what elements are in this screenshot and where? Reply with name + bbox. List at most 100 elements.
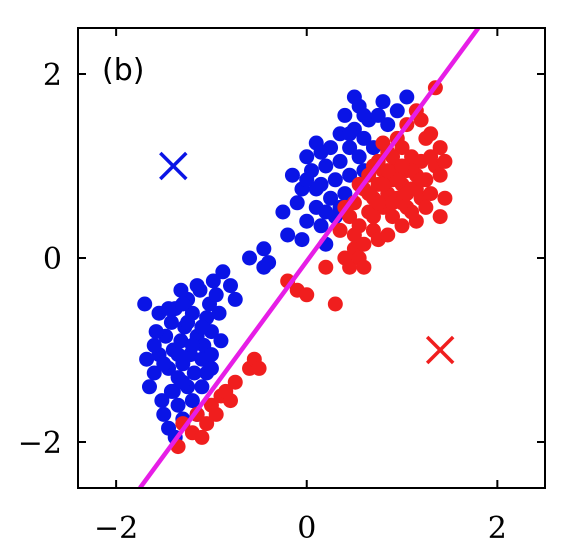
data-point — [156, 406, 172, 422]
data-point — [275, 204, 291, 220]
plot-marks — [137, 28, 481, 488]
data-point — [141, 379, 157, 395]
data-point — [280, 227, 296, 243]
data-point — [186, 365, 202, 381]
y-tick-label: 2 — [43, 58, 62, 93]
data-point — [299, 213, 315, 229]
data-point — [318, 259, 334, 275]
data-point — [170, 347, 186, 363]
data-point — [356, 259, 372, 275]
data-point — [194, 429, 210, 445]
data-point — [423, 126, 439, 142]
data-point — [284, 167, 300, 183]
data-point — [194, 319, 210, 335]
data-point — [154, 393, 170, 409]
data-point — [242, 250, 258, 266]
data-point — [332, 153, 348, 169]
data-point — [163, 314, 179, 330]
data-point — [294, 232, 310, 248]
data-point — [389, 103, 405, 119]
data-point — [313, 218, 329, 234]
data-point — [175, 374, 191, 390]
data-point — [208, 406, 224, 422]
data-point — [227, 291, 243, 307]
y-tick-label: −2 — [18, 426, 62, 461]
data-point — [161, 301, 177, 317]
data-point — [299, 149, 315, 165]
data-point — [385, 209, 401, 225]
data-point — [337, 186, 353, 202]
x-tick-label: 2 — [488, 511, 507, 546]
data-point — [404, 204, 420, 220]
data-point — [394, 158, 410, 174]
data-point — [437, 190, 453, 206]
data-point — [342, 140, 358, 156]
data-point — [139, 351, 155, 367]
data-point — [184, 393, 200, 409]
centroid-cross-marker — [159, 151, 188, 181]
data-point — [203, 347, 219, 363]
data-point — [313, 144, 329, 160]
data-point — [203, 360, 219, 376]
data-point — [189, 278, 205, 294]
data-point — [148, 324, 164, 340]
data-point — [346, 89, 362, 105]
data-point — [423, 149, 439, 165]
data-point — [365, 209, 381, 225]
data-point — [356, 130, 372, 146]
data-point — [308, 181, 324, 197]
data-point — [213, 333, 229, 349]
data-point — [370, 195, 386, 211]
data-point — [163, 383, 179, 399]
data-point — [418, 199, 434, 215]
panel-label: (b) — [102, 53, 144, 88]
data-point — [389, 172, 405, 188]
data-point — [137, 296, 153, 312]
data-point — [423, 186, 439, 202]
data-point — [318, 158, 334, 174]
data-point — [218, 383, 234, 399]
data-point — [156, 356, 172, 372]
data-point — [208, 287, 224, 303]
centroid-cross-marker — [425, 335, 455, 365]
data-point — [146, 337, 162, 353]
data-point — [394, 218, 410, 234]
data-point — [432, 167, 448, 183]
data-point — [199, 416, 215, 432]
data-point — [337, 107, 353, 123]
data-point — [380, 163, 396, 179]
data-point — [194, 379, 210, 395]
data-point — [413, 172, 429, 188]
data-point — [318, 204, 334, 220]
data-point — [222, 278, 238, 294]
x-tick-label: −2 — [94, 511, 138, 546]
data-point — [205, 273, 221, 289]
data-point — [289, 195, 305, 211]
data-point — [173, 282, 189, 298]
data-point — [323, 190, 339, 206]
data-point — [370, 107, 386, 123]
data-point — [327, 296, 343, 312]
data-point — [375, 135, 391, 151]
data-point — [437, 153, 453, 169]
data-point — [173, 333, 189, 349]
data-point — [180, 314, 196, 330]
data-point — [351, 149, 367, 165]
data-point — [327, 172, 343, 188]
data-point — [361, 186, 377, 202]
decision-boundary-line — [138, 28, 481, 488]
axis-ticks: −2 0 2 −2 0 2 — [18, 28, 545, 546]
data-point — [227, 374, 243, 390]
data-point — [332, 222, 348, 238]
data-point — [299, 287, 315, 303]
data-point — [346, 227, 362, 243]
data-point — [256, 241, 272, 257]
data-point — [342, 126, 358, 142]
data-point — [211, 305, 227, 321]
data-point — [342, 167, 358, 183]
data-point — [299, 172, 315, 188]
data-point — [375, 94, 391, 110]
x-tick-label: 0 — [297, 511, 316, 546]
data-point — [432, 140, 448, 156]
